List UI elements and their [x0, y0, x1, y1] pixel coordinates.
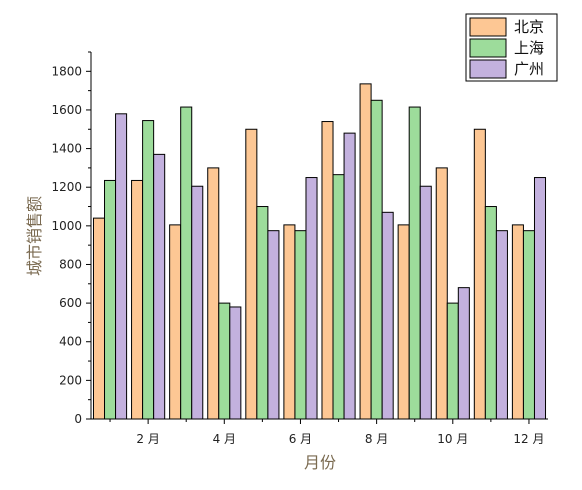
bar-上海-2 [142, 120, 155, 420]
x-tick-label: 2 月 [136, 432, 159, 446]
bar-广州-7 [343, 132, 356, 420]
legend-swatch-北京 [469, 17, 507, 37]
y-tick-label: 1800 [51, 64, 82, 78]
bar-北京-7 [321, 121, 334, 420]
bar-上海-3 [180, 106, 193, 420]
bar-北京-10 [435, 167, 448, 420]
y-tick-label: 0 [74, 412, 82, 426]
bar-上海-5 [256, 206, 269, 420]
y-tick-label: 600 [59, 296, 82, 310]
x-ticks-group: 2 月 4 月 6 月 8 月 10 月 12 月 [109, 419, 545, 446]
bar-广州-10 [457, 287, 470, 420]
bar-北京-2 [131, 179, 144, 420]
bar-上海-11 [484, 206, 497, 420]
y-tick-label: 200 [59, 373, 82, 387]
x-tick-label: 12 月 [513, 432, 544, 446]
bar-北京-12 [511, 224, 524, 420]
y-tick-label: 1600 [51, 103, 82, 117]
bar-上海-9 [408, 106, 421, 420]
bar-广州-2 [153, 153, 166, 420]
y-axis-title: 城市销售额 [25, 196, 44, 276]
y-ticks-group: 0 200 400 600 800 1000 1200 1400 1600 1800 [51, 51, 91, 426]
legend-label-上海: 上海 [514, 39, 544, 57]
bar-广州-1 [115, 113, 128, 420]
legend-label-北京: 北京 [514, 18, 544, 36]
x-tick-label: 4 月 [213, 432, 236, 446]
bar-广州-8 [381, 211, 394, 420]
bar-北京-3 [169, 224, 182, 420]
bar-广州-3 [191, 185, 204, 420]
x-tick-label: 10 月 [437, 432, 468, 446]
bar-北京-9 [397, 224, 410, 420]
bar-上海-7 [332, 174, 345, 420]
x-tick-label: 8 月 [365, 432, 388, 446]
bar-上海-6 [294, 230, 307, 420]
bar-北京-5 [245, 128, 258, 420]
y-tick-label: 1400 [51, 142, 82, 156]
legend-swatch-上海 [469, 38, 507, 58]
bar-广州-6 [305, 177, 318, 420]
bar-北京-6 [283, 224, 296, 420]
bar-广州-9 [419, 185, 432, 420]
legend-swatch-广州 [469, 59, 507, 79]
bars-group [92, 83, 547, 420]
bar-上海-8 [370, 99, 383, 420]
bar-广州-4 [229, 306, 242, 420]
bar-北京-1 [92, 217, 106, 420]
bar-北京-8 [359, 83, 372, 420]
y-tick-label: 1200 [51, 180, 82, 194]
bar-上海-12 [522, 230, 535, 420]
y-tick-label: 1000 [51, 219, 82, 233]
bar-上海-1 [104, 179, 117, 420]
x-axis-title: 月份 [304, 453, 336, 472]
bar-上海-10 [446, 302, 459, 420]
bar-广州-12 [533, 177, 547, 420]
bar-北京-11 [473, 128, 486, 420]
bar-广州-11 [495, 230, 508, 420]
legend-label-广州: 广州 [514, 60, 544, 78]
bar-上海-4 [218, 302, 231, 420]
y-tick-label: 800 [59, 257, 82, 271]
bar-北京-4 [207, 167, 220, 420]
y-tick-label: 400 [59, 335, 82, 349]
x-tick-label: 6 月 [289, 432, 312, 446]
axes-group [90, 52, 548, 420]
bar-广州-5 [267, 230, 280, 420]
